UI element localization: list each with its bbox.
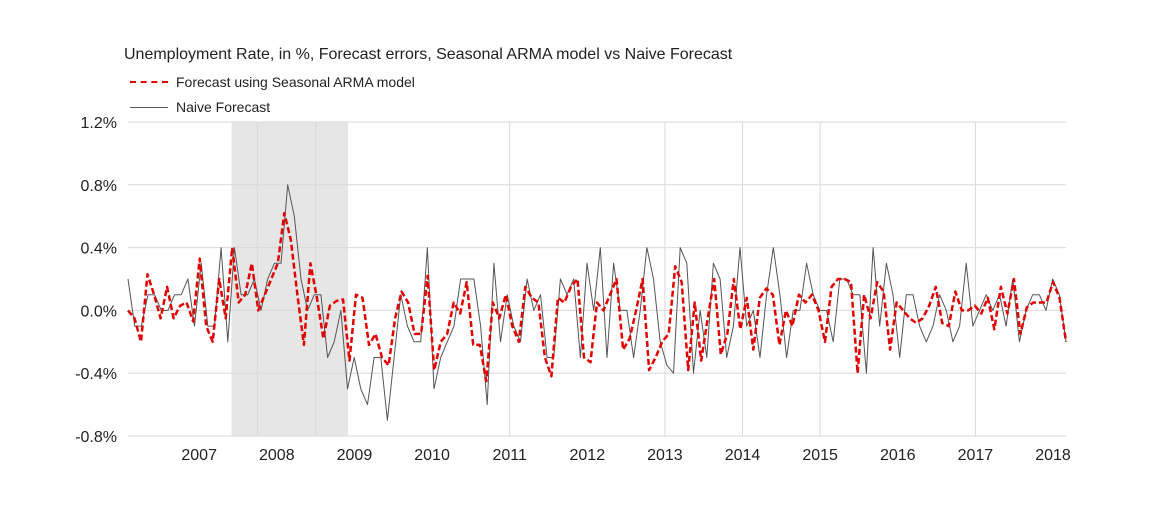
x-tick-label: 2016 [880, 447, 916, 464]
y-tick-label: -0.4% [75, 366, 117, 383]
x-tick-label: 2015 [802, 447, 838, 464]
x-tick-label: 2007 [181, 447, 217, 464]
x-tick-label: 2013 [647, 447, 683, 464]
legend-item-arma: Forecast using Seasonal ARMA model [130, 74, 415, 90]
x-tick-label: 2010 [414, 447, 450, 464]
legend-label-arma: Forecast using Seasonal ARMA model [176, 74, 415, 90]
x-tick-label: 2018 [1035, 447, 1071, 464]
y-tick-label: 1.2% [81, 115, 117, 132]
chart-title: Unemployment Rate, in %, Forecast errors… [124, 46, 733, 63]
y-tick-label: -0.8% [75, 429, 117, 446]
y-tick-label: 0.0% [81, 303, 117, 320]
series-line-naive [127, 184, 1067, 421]
x-tick-label: 2012 [570, 447, 606, 464]
x-tick-label: 2009 [337, 447, 373, 464]
y-tick-label: 0.8% [81, 178, 117, 195]
x-tick-label: 2011 [492, 447, 527, 464]
legend-swatch-arma [130, 81, 168, 83]
x-tick-label: 2008 [259, 447, 295, 464]
shaded-region [231, 122, 348, 436]
y-tick-label: 0.4% [81, 241, 117, 258]
x-tick-label: 2017 [958, 447, 994, 464]
legend-item-naive: Naive Forecast [130, 99, 270, 115]
legend-label-naive: Naive Forecast [176, 99, 271, 115]
series-line-arma [127, 211, 1068, 383]
legend-swatch-naive [130, 106, 168, 108]
x-tick-label: 2014 [725, 447, 761, 464]
